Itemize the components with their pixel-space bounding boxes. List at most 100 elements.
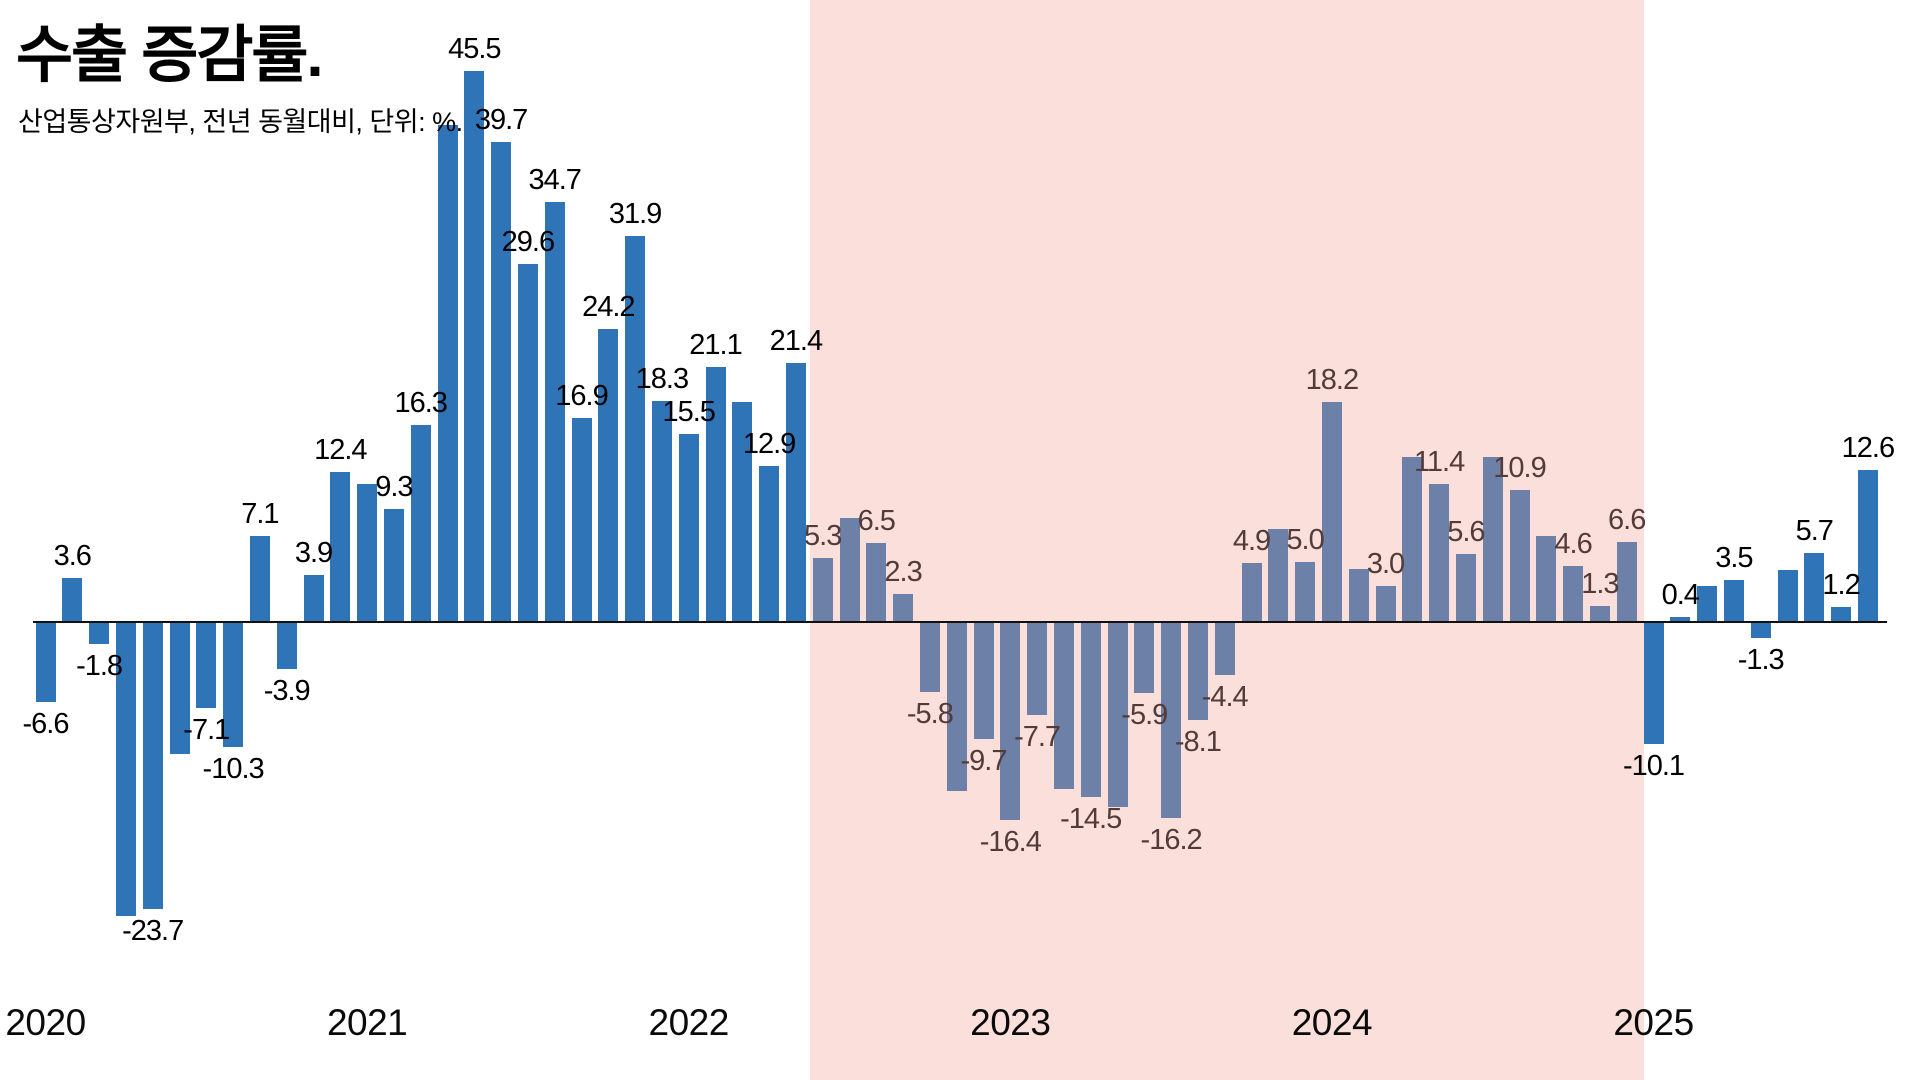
value-label-2021-11: 31.9: [608, 198, 662, 230]
bar-2020-12: [330, 471, 351, 622]
bar-2021-02: [383, 509, 404, 622]
x-axis-label-2020: 2020: [5, 1002, 86, 1043]
bar-2024-09: [1536, 536, 1557, 622]
value-label-2023-07: -16.2: [1140, 824, 1203, 857]
value-label-2024-06: 5.6: [1447, 516, 1485, 549]
bar-2020-10: [276, 622, 297, 670]
value-label-2023-12: 5.0: [1286, 523, 1324, 556]
value-label-2020-01: -6.6: [22, 707, 70, 740]
bar-2025-07: [1804, 553, 1825, 622]
bar-2022-08: [866, 543, 887, 622]
value-label-2023-01: -16.4: [979, 826, 1042, 859]
bar-2022-02: [705, 366, 726, 622]
value-label-2022-09: 2.3: [884, 556, 922, 589]
value-label-2022-12: -9.7: [960, 745, 1008, 778]
bar-2021-01: [357, 484, 378, 622]
bar-2020-04: [115, 622, 136, 917]
bar-2020-07: [196, 622, 217, 708]
value-label-2023-04: -14.5: [1060, 803, 1122, 836]
highlight-band: [809, 0, 1645, 1080]
value-label-2021-12: 18.3: [635, 362, 689, 395]
bar-2024-07: [1482, 457, 1503, 622]
bar-2025-01: [1643, 622, 1664, 745]
bar-2024-08: [1509, 490, 1530, 622]
value-label-2025-01: -10.1: [1622, 750, 1685, 783]
bar-2025-02: [1670, 617, 1691, 622]
bar-2024-04: [1402, 457, 1423, 622]
value-label-2022-08: 6.5: [857, 505, 896, 538]
bar-2021-09: [571, 417, 592, 622]
value-label-2021-10: 24.2: [582, 291, 635, 324]
bar-2024-11: [1589, 606, 1610, 622]
value-label-2024-01: 18.2: [1305, 363, 1359, 396]
bar-2023-05: [1107, 622, 1128, 808]
bar-2023-08: [1187, 622, 1208, 720]
value-label-2022-02: 21.1: [689, 328, 742, 361]
bar-2020-11: [303, 574, 324, 622]
value-label-2024-12: 6.6: [1608, 504, 1646, 537]
value-label-2025-05: -1.3: [1737, 643, 1785, 676]
bar-2020-08: [223, 622, 244, 747]
value-label-2020-09: 7.1: [241, 498, 279, 531]
value-label-2020-10: -3.9: [263, 675, 311, 708]
chart-header: 수출 증감률. 산업통상자원부, 전년 동월대비, 단위: %.: [16, 21, 463, 139]
x-axis-line: [33, 621, 1887, 623]
bar-2021-12: [651, 400, 672, 622]
bar-2024-03: [1375, 585, 1396, 622]
bar-2024-01: [1321, 401, 1342, 622]
bar-2023-01: [1000, 622, 1021, 821]
bar-2024-12: [1616, 542, 1637, 622]
bar-2022-12: [973, 622, 994, 740]
value-label-2020-05: -23.7: [122, 914, 184, 947]
value-label-2024-11: 1.3: [1581, 568, 1619, 601]
value-label-2020-02: 3.6: [53, 540, 92, 573]
bar-2020-01: [35, 622, 56, 702]
x-axis-label-2022: 2022: [648, 1002, 730, 1043]
value-label-2021-07: 29.6: [501, 225, 555, 258]
bar-2025-03: [1697, 585, 1718, 622]
value-label-2021-03: 16.3: [394, 386, 447, 419]
bar-2023-02: [1027, 622, 1048, 716]
value-label-2023-10: 4.9: [1232, 524, 1271, 557]
value-label-2024-05: 11.4: [1413, 446, 1465, 479]
bar-2022-04: [759, 465, 780, 622]
chart-subtitle: 산업통상자원부, 전년 동월대비, 단위: %.: [18, 107, 463, 138]
bar-2025-04: [1723, 579, 1744, 622]
bar-2021-08: [544, 202, 565, 622]
value-label-2021-02: 9.3: [375, 471, 413, 504]
bar-2023-07: [1161, 622, 1182, 819]
value-label-2025-08: 1.2: [1822, 569, 1860, 602]
bar-2020-03: [89, 622, 110, 644]
bar-2025-06: [1777, 569, 1798, 622]
x-axis-label-2024: 2024: [1291, 1002, 1373, 1043]
value-label-2020-08: -10.3: [202, 752, 265, 785]
bar-2024-05: [1429, 484, 1450, 622]
bar-2021-05: [464, 71, 485, 622]
bar-2022-11: [946, 622, 967, 792]
value-label-2022-10: -5.8: [906, 698, 954, 731]
bar-2023-03: [1053, 622, 1074, 789]
bar-2023-06: [1134, 622, 1155, 694]
value-label-2025-04: 3.5: [1715, 541, 1753, 574]
bar-2022-07: [839, 517, 860, 622]
value-label-2023-09: -4.4: [1201, 681, 1249, 714]
value-label-2025-07: 5.7: [1795, 515, 1834, 548]
bar-2020-05: [142, 622, 163, 909]
bar-2023-10: [1241, 562, 1262, 622]
value-label-2020-07: -7.1: [183, 713, 230, 746]
value-label-2025-02: 0.4: [1661, 579, 1700, 612]
value-label-2022-05: 21.4: [769, 325, 823, 358]
value-label-2020-12: 12.4: [314, 433, 367, 466]
value-label-2022-01: 15.5: [662, 396, 715, 429]
bar-2020-09: [249, 536, 270, 622]
bar-2022-10: [919, 622, 940, 693]
value-label-2021-08: 34.7: [528, 164, 581, 197]
bar-2021-04: [437, 124, 458, 622]
bar-2021-11: [625, 236, 646, 622]
value-label-2020-11: 3.9: [294, 536, 333, 569]
value-label-2020-03: -1.8: [76, 649, 123, 682]
value-label-2021-06: 39.7: [474, 103, 528, 136]
x-axis-label-2025: 2025: [1613, 1002, 1694, 1043]
bar-2022-03: [732, 401, 753, 622]
bar-2023-09: [1214, 622, 1235, 676]
